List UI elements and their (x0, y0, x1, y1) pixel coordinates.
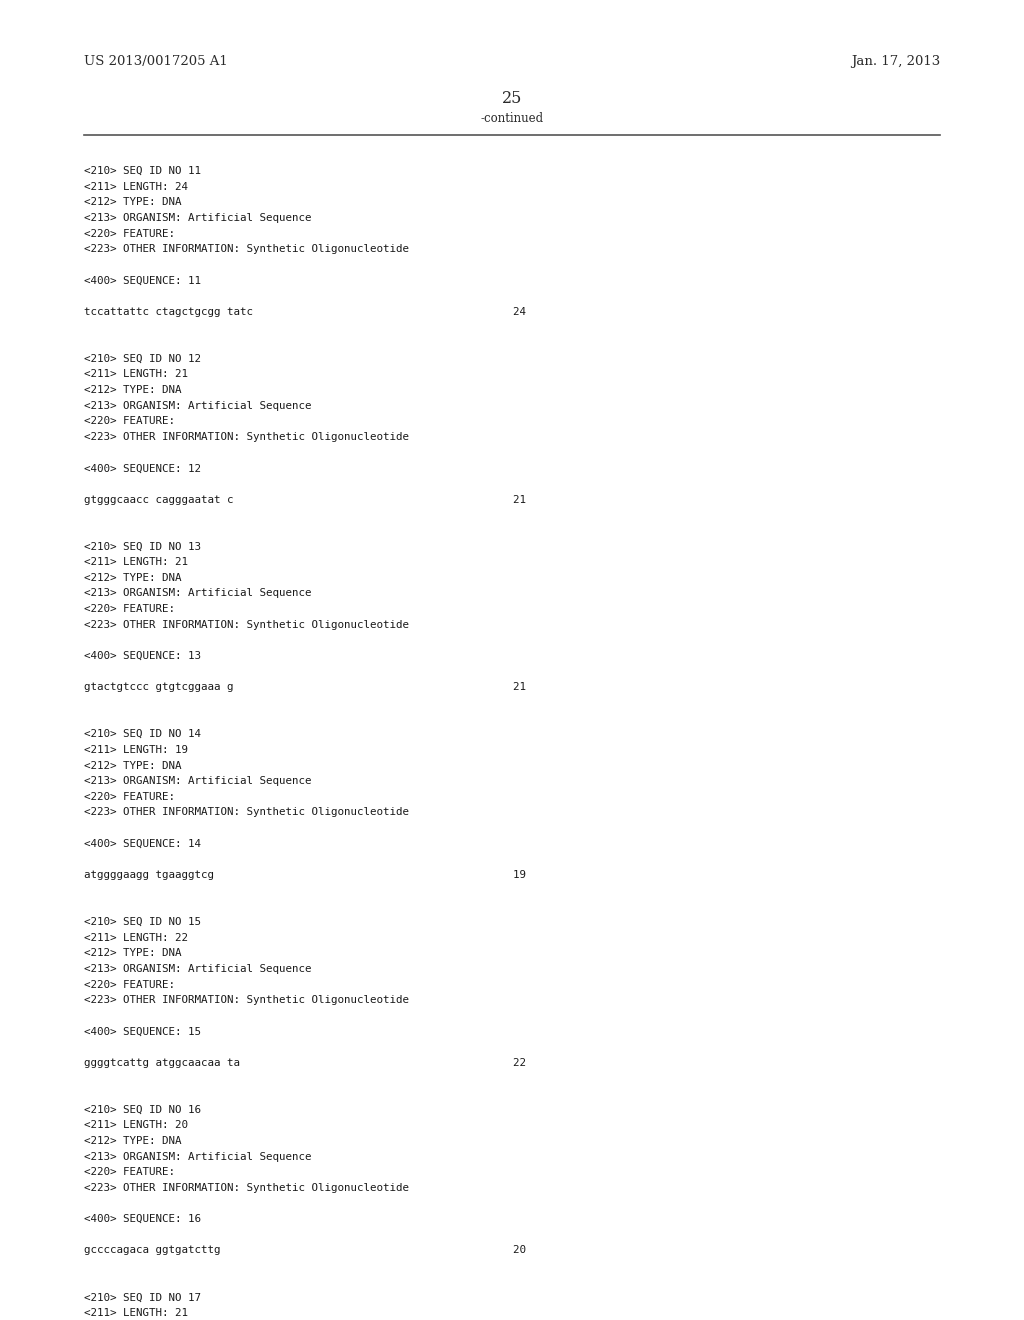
Text: <220> FEATURE:: <220> FEATURE: (84, 979, 175, 990)
Text: US 2013/0017205 A1: US 2013/0017205 A1 (84, 55, 227, 69)
Text: ggggtcattg atggcaacaa ta                                          22: ggggtcattg atggcaacaa ta 22 (84, 1057, 526, 1068)
Text: <211> LENGTH: 24: <211> LENGTH: 24 (84, 182, 188, 191)
Text: <212> TYPE: DNA: <212> TYPE: DNA (84, 948, 181, 958)
Text: <210> SEQ ID NO 15: <210> SEQ ID NO 15 (84, 917, 201, 927)
Text: <213> ORGANISM: Artificial Sequence: <213> ORGANISM: Artificial Sequence (84, 589, 311, 598)
Text: gccccagaca ggtgatcttg                                             20: gccccagaca ggtgatcttg 20 (84, 1245, 526, 1255)
Text: <211> LENGTH: 21: <211> LENGTH: 21 (84, 1308, 188, 1317)
Text: <400> SEQUENCE: 11: <400> SEQUENCE: 11 (84, 276, 201, 285)
Text: <212> TYPE: DNA: <212> TYPE: DNA (84, 1137, 181, 1146)
Text: <223> OTHER INFORMATION: Synthetic Oligonucleotide: <223> OTHER INFORMATION: Synthetic Oligo… (84, 995, 409, 1005)
Text: <213> ORGANISM: Artificial Sequence: <213> ORGANISM: Artificial Sequence (84, 401, 311, 411)
Text: 25: 25 (502, 90, 522, 107)
Text: <400> SEQUENCE: 16: <400> SEQUENCE: 16 (84, 1214, 201, 1224)
Text: <211> LENGTH: 21: <211> LENGTH: 21 (84, 370, 188, 379)
Text: <211> LENGTH: 22: <211> LENGTH: 22 (84, 932, 188, 942)
Text: <220> FEATURE:: <220> FEATURE: (84, 416, 175, 426)
Text: <223> OTHER INFORMATION: Synthetic Oligonucleotide: <223> OTHER INFORMATION: Synthetic Oligo… (84, 620, 409, 630)
Text: <212> TYPE: DNA: <212> TYPE: DNA (84, 198, 181, 207)
Text: atggggaagg tgaaggtcg                                              19: atggggaagg tgaaggtcg 19 (84, 870, 526, 880)
Text: <213> ORGANISM: Artificial Sequence: <213> ORGANISM: Artificial Sequence (84, 776, 311, 787)
Text: <223> OTHER INFORMATION: Synthetic Oligonucleotide: <223> OTHER INFORMATION: Synthetic Oligo… (84, 432, 409, 442)
Text: Jan. 17, 2013: Jan. 17, 2013 (851, 55, 940, 69)
Text: <213> ORGANISM: Artificial Sequence: <213> ORGANISM: Artificial Sequence (84, 964, 311, 974)
Text: <210> SEQ ID NO 11: <210> SEQ ID NO 11 (84, 166, 201, 176)
Text: -continued: -continued (480, 112, 544, 125)
Text: <211> LENGTH: 21: <211> LENGTH: 21 (84, 557, 188, 568)
Text: <212> TYPE: DNA: <212> TYPE: DNA (84, 760, 181, 771)
Text: <211> LENGTH: 19: <211> LENGTH: 19 (84, 744, 188, 755)
Text: <220> FEATURE:: <220> FEATURE: (84, 228, 175, 239)
Text: gtgggcaacc cagggaatat c                                           21: gtgggcaacc cagggaatat c 21 (84, 495, 526, 504)
Text: <400> SEQUENCE: 12: <400> SEQUENCE: 12 (84, 463, 201, 474)
Text: <210> SEQ ID NO 12: <210> SEQ ID NO 12 (84, 354, 201, 364)
Text: <400> SEQUENCE: 15: <400> SEQUENCE: 15 (84, 1027, 201, 1036)
Text: <211> LENGTH: 20: <211> LENGTH: 20 (84, 1121, 188, 1130)
Text: <223> OTHER INFORMATION: Synthetic Oligonucleotide: <223> OTHER INFORMATION: Synthetic Oligo… (84, 244, 409, 255)
Text: <220> FEATURE:: <220> FEATURE: (84, 792, 175, 801)
Text: <213> ORGANISM: Artificial Sequence: <213> ORGANISM: Artificial Sequence (84, 213, 311, 223)
Text: <220> FEATURE:: <220> FEATURE: (84, 605, 175, 614)
Text: <212> TYPE: DNA: <212> TYPE: DNA (84, 385, 181, 395)
Text: <210> SEQ ID NO 14: <210> SEQ ID NO 14 (84, 729, 201, 739)
Text: <213> ORGANISM: Artificial Sequence: <213> ORGANISM: Artificial Sequence (84, 1151, 311, 1162)
Text: <400> SEQUENCE: 13: <400> SEQUENCE: 13 (84, 651, 201, 661)
Text: <212> TYPE: DNA: <212> TYPE: DNA (84, 573, 181, 583)
Text: <400> SEQUENCE: 14: <400> SEQUENCE: 14 (84, 838, 201, 849)
Text: tccattattc ctagctgcgg tatc                                        24: tccattattc ctagctgcgg tatc 24 (84, 306, 526, 317)
Text: <210> SEQ ID NO 13: <210> SEQ ID NO 13 (84, 541, 201, 552)
Text: gtactgtccc gtgtcggaaa g                                           21: gtactgtccc gtgtcggaaa g 21 (84, 682, 526, 692)
Text: <220> FEATURE:: <220> FEATURE: (84, 1167, 175, 1177)
Text: <223> OTHER INFORMATION: Synthetic Oligonucleotide: <223> OTHER INFORMATION: Synthetic Oligo… (84, 808, 409, 817)
Text: <210> SEQ ID NO 17: <210> SEQ ID NO 17 (84, 1292, 201, 1303)
Text: <223> OTHER INFORMATION: Synthetic Oligonucleotide: <223> OTHER INFORMATION: Synthetic Oligo… (84, 1183, 409, 1193)
Text: <210> SEQ ID NO 16: <210> SEQ ID NO 16 (84, 1105, 201, 1114)
